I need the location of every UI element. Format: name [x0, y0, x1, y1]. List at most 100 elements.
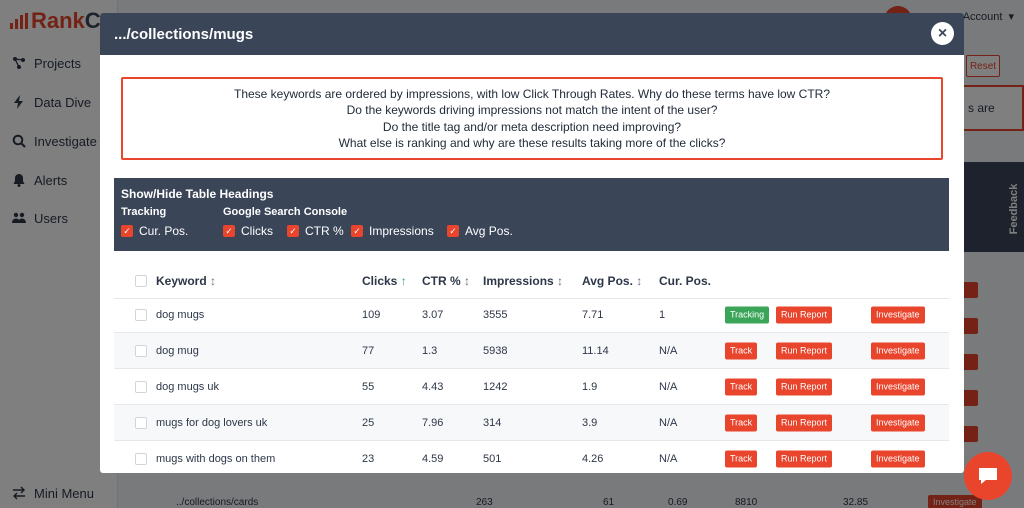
- cell-ctr: 4.59: [422, 452, 444, 465]
- cell-keyword: dog mugs uk: [156, 380, 219, 393]
- column-header-impressions[interactable]: Impressions ↕: [483, 274, 563, 288]
- run-report-button[interactable]: Run Report: [776, 450, 833, 467]
- column-header-clicks[interactable]: Clicks ↑: [362, 274, 407, 288]
- cell-ctr: 7.96: [422, 416, 444, 429]
- checkbox-checked-icon: ✓: [447, 225, 459, 237]
- track-button[interactable]: Track: [725, 378, 758, 395]
- cell-avg-pos: 11.14: [582, 344, 609, 357]
- toggle-avg-pos[interactable]: ✓ Avg Pos.: [447, 224, 513, 238]
- investigate-button[interactable]: Investigate: [871, 306, 925, 323]
- close-button[interactable]: ×: [931, 22, 954, 45]
- cell-clicks: 55: [362, 380, 375, 393]
- checkbox-checked-icon: ✓: [351, 225, 363, 237]
- cell-clicks: 25: [362, 416, 375, 429]
- column-header-cur-pos[interactable]: Cur. Pos.: [659, 273, 712, 288]
- run-report-button[interactable]: Run Report: [776, 306, 833, 323]
- toggle-impressions[interactable]: ✓ Impressions: [351, 224, 434, 238]
- header-label: CTR %: [422, 273, 461, 288]
- cell-keyword: mugs for dog lovers uk: [156, 416, 268, 429]
- sort-icon: ↕: [557, 273, 564, 288]
- cell-impressions: 3555: [483, 308, 508, 321]
- cell-impressions: 5938: [483, 344, 508, 357]
- cell-cur-pos: N/A: [659, 344, 678, 357]
- cell-cur-pos: N/A: [659, 416, 678, 429]
- notice-line: What else is ranking and why are these r…: [338, 135, 726, 150]
- cell-impressions: 1242: [483, 380, 508, 393]
- track-button[interactable]: Track: [725, 414, 758, 431]
- table-row: mugs for dog lovers uk 25 7.96 314 3.9 N…: [114, 405, 949, 441]
- notice-line: Do the title tag and/or meta description…: [382, 119, 682, 134]
- cell-clicks: 109: [362, 308, 381, 321]
- toggle-label: Clicks: [241, 224, 273, 238]
- chat-icon: [979, 468, 997, 484]
- sort-icon: ↕: [210, 273, 217, 288]
- investigate-button[interactable]: Investigate: [871, 414, 925, 431]
- keyword-modal: .../collections/mugs × These keywords ar…: [100, 13, 964, 473]
- column-header-ctr[interactable]: CTR % ↕: [422, 274, 470, 288]
- sort-ascending-icon: ↑: [400, 273, 407, 288]
- toggle-cur-pos[interactable]: ✓ Cur. Pos.: [121, 224, 188, 238]
- cell-impressions: 314: [483, 416, 502, 429]
- header-label: Clicks: [362, 273, 398, 288]
- close-icon: ×: [937, 24, 948, 42]
- sort-icon: ↕: [464, 273, 471, 288]
- cell-impressions: 501: [483, 452, 502, 465]
- cell-keyword: mugs with dogs on them: [156, 452, 276, 465]
- tracking-group-label: Tracking: [121, 206, 167, 218]
- header-label: Impressions: [483, 273, 554, 288]
- gsc-group-label: Google Search Console: [223, 206, 348, 218]
- checkbox-checked-icon: ✓: [287, 225, 299, 237]
- notice-line: Do the keywords driving impressions not …: [346, 103, 718, 118]
- cell-avg-pos: 7.71: [582, 308, 604, 321]
- investigate-button[interactable]: Investigate: [871, 450, 925, 467]
- select-all-checkbox[interactable]: [135, 274, 147, 287]
- header-label: Avg Pos.: [582, 273, 633, 288]
- cell-ctr: 1.3: [422, 344, 438, 357]
- run-report-button[interactable]: Run Report: [776, 414, 833, 431]
- chat-widget-button[interactable]: [964, 452, 1012, 500]
- toggle-label: Impressions: [369, 224, 434, 238]
- cell-ctr: 4.43: [422, 380, 444, 393]
- row-checkbox[interactable]: [135, 416, 147, 429]
- run-report-button[interactable]: Run Report: [776, 378, 833, 395]
- track-button[interactable]: Track: [725, 450, 758, 467]
- header-label: Keyword: [156, 273, 207, 288]
- toggle-clicks[interactable]: ✓ Clicks: [223, 224, 273, 238]
- checkbox-checked-icon: ✓: [223, 225, 235, 237]
- modal-header: .../collections/mugs ×: [100, 13, 964, 55]
- table-row: dog mugs uk 55 4.43 1242 1.9 N/A Track R…: [114, 369, 949, 405]
- toggle-ctr[interactable]: ✓ CTR %: [287, 224, 344, 238]
- cell-cur-pos: 1: [659, 308, 666, 321]
- cell-ctr: 3.07: [422, 308, 444, 321]
- table-header-row: Keyword ↕ Clicks ↑ CTR % ↕ Impressions ↕…: [114, 263, 949, 299]
- column-toggle-panel: Show/Hide Table Headings Tracking Google…: [114, 178, 949, 251]
- table-row: dog mugs 109 3.07 3555 7.71 1 Tracking R…: [114, 297, 949, 333]
- toggle-panel-title: Show/Hide Table Headings: [121, 187, 274, 201]
- toggle-label: CTR %: [305, 224, 344, 238]
- cell-keyword: dog mug: [156, 344, 199, 357]
- tracking-button[interactable]: Tracking: [725, 306, 770, 323]
- cell-keyword: dog mugs: [156, 308, 205, 321]
- cell-avg-pos: 4.26: [582, 452, 604, 465]
- investigate-button[interactable]: Investigate: [871, 378, 925, 395]
- cell-clicks: 77: [362, 344, 375, 357]
- investigate-button[interactable]: Investigate: [871, 342, 925, 359]
- cell-avg-pos: 1.9: [582, 380, 598, 393]
- row-checkbox[interactable]: [135, 308, 147, 321]
- table-row: dog mug 77 1.3 5938 11.14 N/A Track Run …: [114, 333, 949, 369]
- cell-avg-pos: 3.9: [582, 416, 598, 429]
- row-checkbox[interactable]: [135, 452, 147, 465]
- modal-title: .../collections/mugs: [114, 25, 254, 43]
- column-header-keyword[interactable]: Keyword ↕: [156, 274, 216, 288]
- run-report-button[interactable]: Run Report: [776, 342, 833, 359]
- cell-cur-pos: N/A: [659, 452, 678, 465]
- cell-cur-pos: N/A: [659, 380, 678, 393]
- track-button[interactable]: Track: [725, 342, 758, 359]
- sort-icon: ↕: [636, 273, 643, 288]
- row-checkbox[interactable]: [135, 380, 147, 393]
- column-header-avg-pos[interactable]: Avg Pos. ↕: [582, 274, 642, 288]
- ctr-notice: These keywords are ordered by impression…: [121, 77, 943, 160]
- cell-clicks: 23: [362, 452, 375, 465]
- checkbox-checked-icon: ✓: [121, 225, 133, 237]
- row-checkbox[interactable]: [135, 344, 147, 357]
